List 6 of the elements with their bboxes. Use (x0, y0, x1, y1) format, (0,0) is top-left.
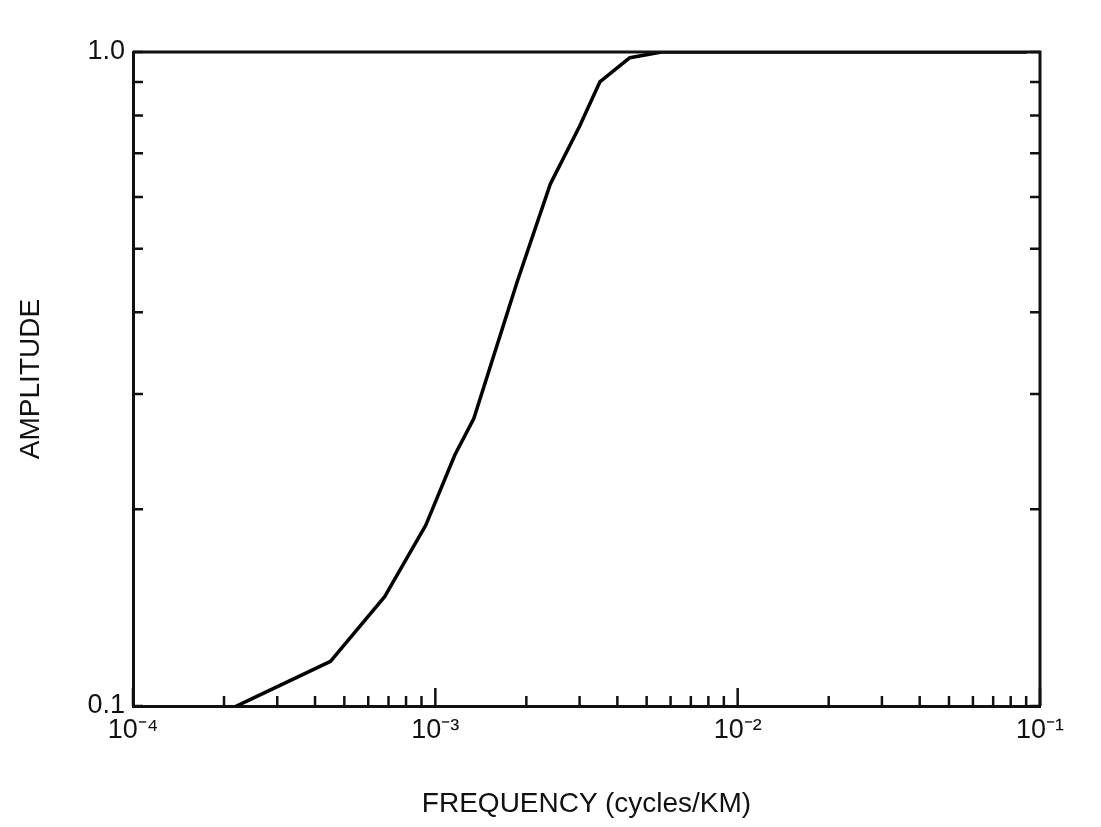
x-tick-label: 10⁻³ (411, 713, 460, 744)
x-tick-label: 10⁻¹ (1015, 713, 1065, 744)
x-axis-title: FREQUENCY (cycles/KM) (421, 786, 752, 818)
y-axis-title: AMPLITUDE (13, 298, 45, 460)
x-tick-label: 10⁻² (713, 713, 762, 744)
y-tick-label: 1.0 (87, 35, 125, 66)
